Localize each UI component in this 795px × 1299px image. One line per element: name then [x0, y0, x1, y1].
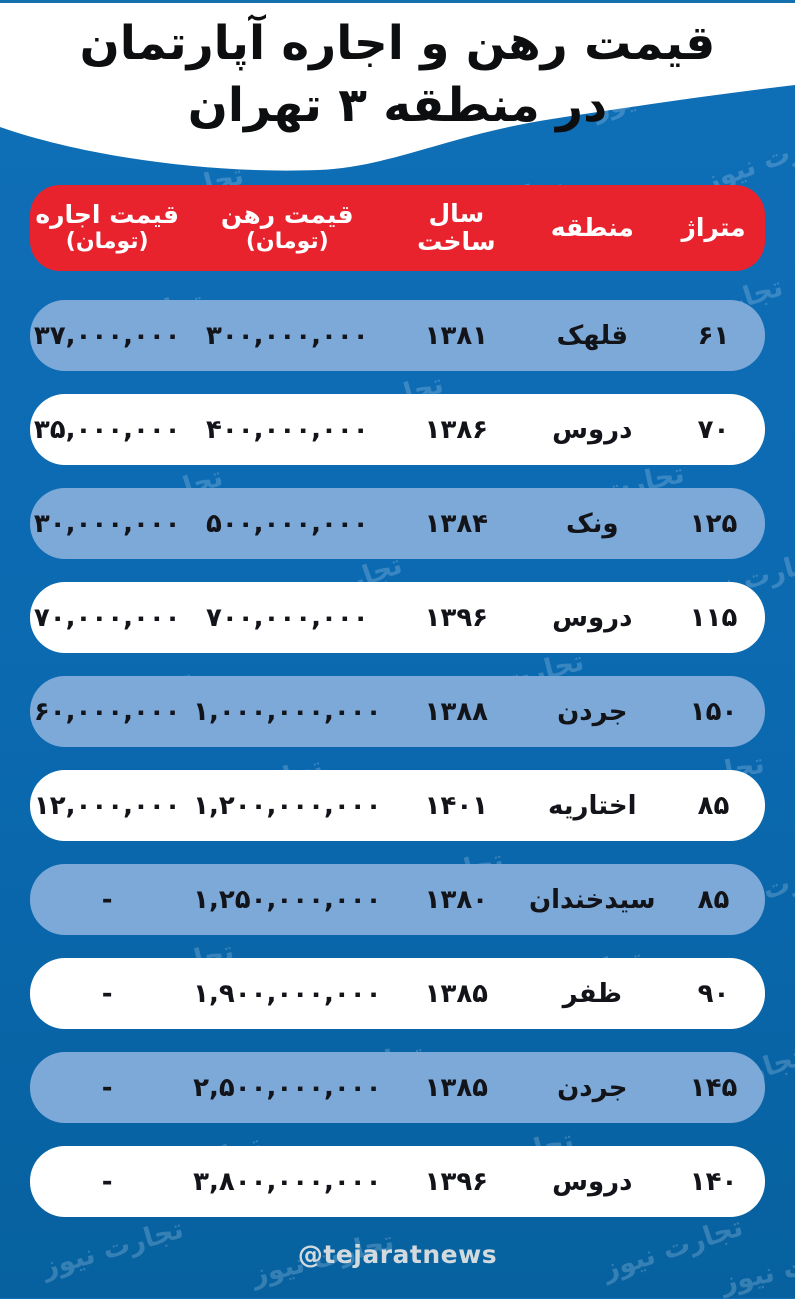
- cell-rahn-price: ۳,۸۰۰,۰۰۰,۰۰۰: [193, 1166, 382, 1197]
- cell-area: ۷۰: [697, 414, 730, 445]
- cell-rent-price: -: [101, 978, 113, 1009]
- cell-area: ۸۵: [697, 790, 730, 821]
- cell-year: ۱۳۸۶: [424, 414, 489, 445]
- cell-area: ۶۱: [697, 320, 730, 351]
- cell-rahn-price: ۱,۲۰۰,۰۰۰,۰۰۰: [193, 790, 382, 821]
- table-row: ۹۰ ظفر ۱۳۸۵ ۱,۹۰۰,۰۰۰,۰۰۰ -: [30, 958, 765, 1029]
- cell-rent-price: -: [101, 1072, 113, 1103]
- cell-rent-price: ۷۰,۰۰۰,۰۰۰: [33, 602, 181, 633]
- cell-area: ۱۴۰: [689, 1166, 738, 1197]
- cell-region: جردن: [557, 696, 628, 727]
- cell-area: ۱۲۵: [689, 508, 738, 539]
- cell-rent-price: ۶۰,۰۰۰,۰۰۰: [33, 696, 181, 727]
- cell-region: اختاریه: [548, 790, 637, 821]
- cell-area: ۱۱۵: [689, 602, 738, 633]
- cell-rent-price: ۳۷,۰۰۰,۰۰۰: [33, 320, 181, 351]
- cell-year: ۱۳۸۰: [424, 884, 489, 915]
- table-row: ۱۱۵ دروس ۱۳۹۶ ۷۰۰,۰۰۰,۰۰۰ ۷۰,۰۰۰,۰۰۰: [30, 582, 765, 653]
- column-header-unit: (تومان): [245, 229, 329, 254]
- table-body: ۶۱ قلهک ۱۳۸۱ ۳۰۰,۰۰۰,۰۰۰ ۳۷,۰۰۰,۰۰۰ ۷۰ دروس ۱۳۸…: [0, 300, 795, 1217]
- cell-year: ۱۳۸۴: [424, 508, 489, 539]
- column-header-region: منطقه: [522, 214, 662, 242]
- cell-rent-price: ۱۲,۰۰۰,۰۰۰: [33, 790, 181, 821]
- cell-year: ۱۳۸۵: [424, 978, 489, 1009]
- footer: @tejaratnews: [0, 1240, 795, 1269]
- cell-region: دروس: [552, 602, 633, 633]
- cell-year: ۱۳۸۱: [424, 320, 489, 351]
- cell-rent-price: -: [101, 1166, 113, 1197]
- table-row: ۸۵ اختاریه ۱۴۰۱ ۱,۲۰۰,۰۰۰,۰۰۰ ۱۲,۰۰۰,۰۰۰: [30, 770, 765, 841]
- cell-region: دروس: [552, 1166, 633, 1197]
- title-line-2: در منطقه ۳ تهران: [187, 78, 609, 133]
- column-header-area: متراژ: [662, 214, 765, 242]
- price-table: متراژ منطقه سال ساخت قیمت رهن (تومان) قیمت اج…: [0, 185, 795, 1217]
- cell-region: جردن: [557, 1072, 628, 1103]
- column-header-label: منطقه: [550, 213, 634, 242]
- cell-rent-price: ۳۰,۰۰۰,۰۰۰: [33, 508, 181, 539]
- cell-region: دروس: [552, 414, 633, 445]
- table-row: ۱۲۵ ونک ۱۳۸۴ ۵۰۰,۰۰۰,۰۰۰ ۳۰,۰۰۰,۰۰۰: [30, 488, 765, 559]
- cell-region: ظفر: [562, 978, 622, 1009]
- column-header-label: قیمت رهن: [220, 200, 354, 229]
- cell-year: ۱۳۸۵: [424, 1072, 489, 1103]
- cell-rahn-price: ۳۰۰,۰۰۰,۰۰۰: [205, 320, 369, 351]
- table-row: ۱۴۰ دروس ۱۳۹۶ ۳,۸۰۰,۰۰۰,۰۰۰ -: [30, 1146, 765, 1217]
- column-header-year: سال ساخت: [390, 200, 522, 256]
- cell-area: ۹۰: [697, 978, 730, 1009]
- column-header-rahn-price: قیمت رهن (تومان): [184, 201, 390, 255]
- table-row: ۸۵ سیدخندان ۱۳۸۰ ۱,۲۵۰,۰۰۰,۰۰۰ -: [30, 864, 765, 935]
- column-header-unit: (تومان): [65, 229, 149, 254]
- cell-year: ۱۳۹۶: [424, 602, 489, 633]
- cell-area: ۱۵۰: [689, 696, 738, 727]
- cell-rent-price: -: [101, 884, 113, 915]
- column-header-label: قیمت اجاره: [35, 200, 180, 229]
- wave-graphic: [0, 3, 795, 171]
- cell-region: ونک: [566, 508, 619, 539]
- table-row: ۶۱ قلهک ۱۳۸۱ ۳۰۰,۰۰۰,۰۰۰ ۳۷,۰۰۰,۰۰۰: [30, 300, 765, 371]
- table-row: ۱۵۰ جردن ۱۳۸۸ ۱,۰۰۰,۰۰۰,۰۰۰ ۶۰,۰۰۰,۰۰۰: [30, 676, 765, 747]
- table-header: متراژ منطقه سال ساخت قیمت رهن (تومان) قیمت اج…: [30, 185, 765, 271]
- table-row: ۱۴۵ جردن ۱۳۸۵ ۲,۵۰۰,۰۰۰,۰۰۰ -: [30, 1052, 765, 1123]
- cell-region: سیدخندان: [528, 884, 656, 915]
- cell-rahn-price: ۱,۰۰۰,۰۰۰,۰۰۰: [193, 696, 382, 727]
- title-section: قیمت رهن و اجاره آپارتمان در منطقه ۳ تهر…: [0, 3, 795, 179]
- cell-year: ۱۴۰۱: [424, 790, 489, 821]
- cell-rahn-price: ۵۰۰,۰۰۰,۰۰۰: [205, 508, 369, 539]
- cell-rahn-price: ۱,۲۵۰,۰۰۰,۰۰۰: [193, 884, 382, 915]
- title-line-1: قیمت رهن و اجاره آپارتمان: [79, 16, 717, 71]
- cell-area: ۸۵: [697, 884, 730, 915]
- cell-rent-price: ۳۵,۰۰۰,۰۰۰: [33, 414, 181, 445]
- cell-year: ۱۳۹۶: [424, 1166, 489, 1197]
- column-header-label: سال ساخت: [417, 199, 496, 256]
- column-header-rent-price: قیمت اجاره (تومان): [30, 201, 184, 255]
- cell-rahn-price: ۴۰۰,۰۰۰,۰۰۰: [205, 414, 369, 445]
- cell-year: ۱۳۸۸: [424, 696, 489, 727]
- cell-rahn-price: ۷۰۰,۰۰۰,۰۰۰: [205, 602, 369, 633]
- channel-handle: @tejaratnews: [297, 1240, 498, 1269]
- cell-region: قلهک: [556, 320, 628, 351]
- column-header-label: متراژ: [681, 213, 746, 242]
- cell-rahn-price: ۲,۵۰۰,۰۰۰,۰۰۰: [193, 1072, 382, 1103]
- cell-rahn-price: ۱,۹۰۰,۰۰۰,۰۰۰: [193, 978, 382, 1009]
- page-title: قیمت رهن و اجاره آپارتمان در منطقه ۳ تهر…: [0, 3, 795, 179]
- cell-area: ۱۴۵: [689, 1072, 738, 1103]
- table-row: ۷۰ دروس ۱۳۸۶ ۴۰۰,۰۰۰,۰۰۰ ۳۵,۰۰۰,۰۰۰: [30, 394, 765, 465]
